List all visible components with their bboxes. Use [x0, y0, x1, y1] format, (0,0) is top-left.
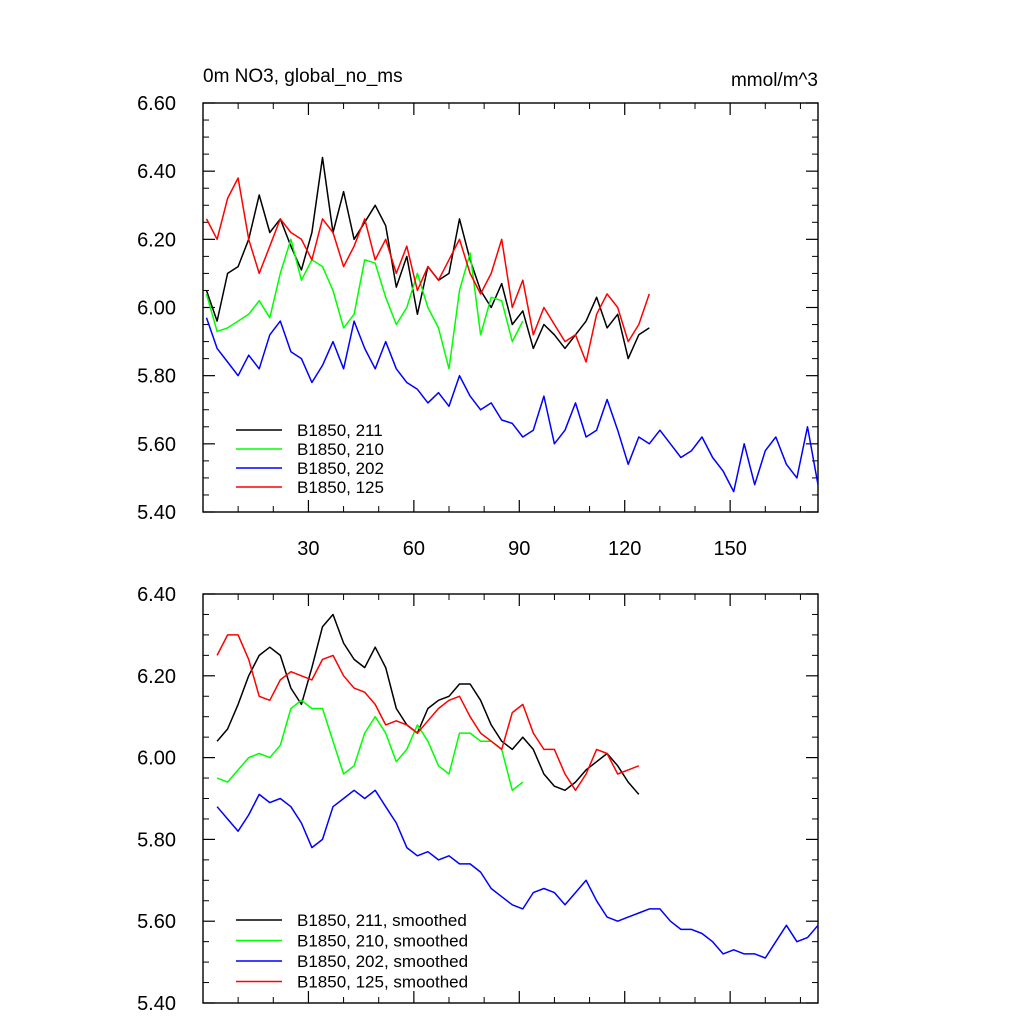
- legend-label: B1850, 210, smoothed: [297, 932, 468, 951]
- y-tick-label: 5.80: [137, 366, 176, 388]
- legend-label: B1850, 210: [297, 440, 384, 459]
- legend-label: B1850, 211: [297, 421, 383, 440]
- y-tick-label: 5.80: [137, 829, 176, 851]
- legend-label: B1850, 202, smoothed: [297, 952, 468, 971]
- x-tick-label: 150: [713, 538, 746, 560]
- plot-frame: [202, 102, 819, 513]
- legend-label: B1850, 202: [297, 459, 384, 478]
- legend-label: B1850, 211, smoothed: [297, 911, 467, 930]
- y-tick-label: 5.40: [137, 993, 176, 1015]
- series-line-2: [216, 699, 524, 792]
- series-line-1: [205, 156, 650, 360]
- top-panel: 0m NO3, global_no_ms mmol/m^3 30 60 90 120 1…: [137, 66, 819, 560]
- plot-frame: [202, 593, 819, 1004]
- y-tick-label: 6.20: [137, 666, 176, 688]
- series-line-3: [216, 789, 819, 959]
- y-tick-label: 6.60: [137, 93, 176, 115]
- y-tick-label: 6.40: [137, 584, 176, 606]
- series-line-2: [205, 238, 524, 370]
- y-tick-label: 5.40: [137, 502, 176, 524]
- y-tick-label: 6.00: [137, 298, 176, 320]
- y-tick-label: 5.60: [137, 434, 176, 456]
- y-tick-label: 6.00: [137, 748, 176, 770]
- series-line-3: [205, 317, 819, 493]
- series-line-1: [216, 613, 640, 795]
- series-line-4: [216, 634, 640, 792]
- legend-label: B1850, 125, smoothed: [297, 973, 468, 992]
- x-tick-label: 120: [608, 538, 641, 560]
- y-tick-label: 6.40: [137, 161, 176, 183]
- x-tick-label: 90: [508, 538, 530, 560]
- x-tick-label: 60: [403, 538, 425, 560]
- bottom-panel: 5.40 5.60 5.80 6.00 6.20 6.40 B1850, 211, smoo…: [137, 584, 819, 1015]
- y-tick-label: 6.20: [137, 229, 176, 251]
- chart-units-label: mmol/m^3: [731, 70, 818, 91]
- x-tick-label: 30: [297, 538, 319, 560]
- legend-label: B1850, 125: [297, 478, 384, 497]
- series-line-4: [205, 177, 651, 363]
- y-tick-label: 5.60: [137, 911, 176, 933]
- chart-title-left: 0m NO3, global_no_ms: [203, 66, 403, 87]
